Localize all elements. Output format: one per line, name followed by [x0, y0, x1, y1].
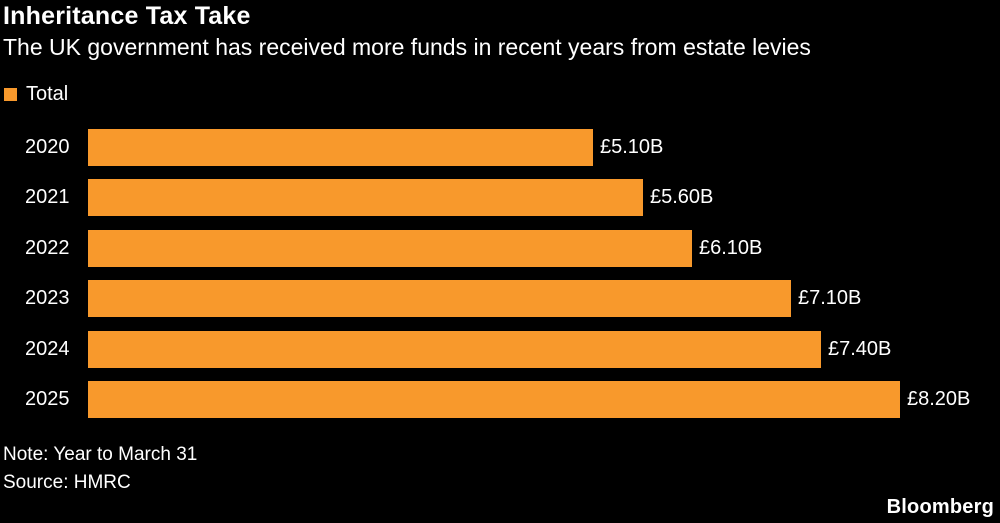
chart-note: Note: Year to March 31 [3, 444, 198, 465]
year-label: 2025 [25, 388, 70, 411]
bloomberg-logo: Bloomberg [886, 496, 994, 518]
legend: Total [4, 83, 68, 106]
bar [88, 179, 643, 217]
chart-subtitle: The UK government has received more fund… [3, 34, 811, 60]
chart-source: Source: HMRC [3, 472, 131, 493]
value-label: £7.40B [828, 337, 892, 360]
legend-label: Total [26, 83, 69, 105]
year-label: 2020 [25, 135, 70, 158]
value-label: £7.10B [798, 287, 862, 310]
bar [88, 330, 821, 368]
bar-row: 2023 £7.10B [0, 274, 1000, 325]
bar [88, 381, 900, 419]
bar [88, 280, 791, 318]
value-label: £8.20B [907, 388, 971, 411]
value-label: £6.10B [699, 236, 763, 259]
bar-row: 2022 £6.10B [0, 223, 1000, 274]
chart-title: Inheritance Tax Take [3, 2, 251, 30]
legend-swatch-icon [4, 88, 17, 101]
bar-rows: 2020 £5.10B 2021 £5.60B 2022 £6.10B 2023 £7.10B… [0, 122, 1000, 425]
bar-row: 2025 £8.20B [0, 375, 1000, 426]
value-label: £5.10B [600, 135, 664, 158]
year-label: 2022 [25, 236, 70, 259]
year-label: 2024 [25, 337, 70, 360]
bar-row: 2021 £5.60B [0, 173, 1000, 224]
bar [88, 229, 692, 267]
year-label: 2023 [25, 287, 70, 310]
bar-row: 2024 £7.40B [0, 324, 1000, 375]
bar [88, 128, 593, 166]
year-label: 2021 [25, 186, 70, 209]
bar-row: 2020 £5.10B [0, 122, 1000, 173]
value-label: £5.60B [650, 186, 714, 209]
